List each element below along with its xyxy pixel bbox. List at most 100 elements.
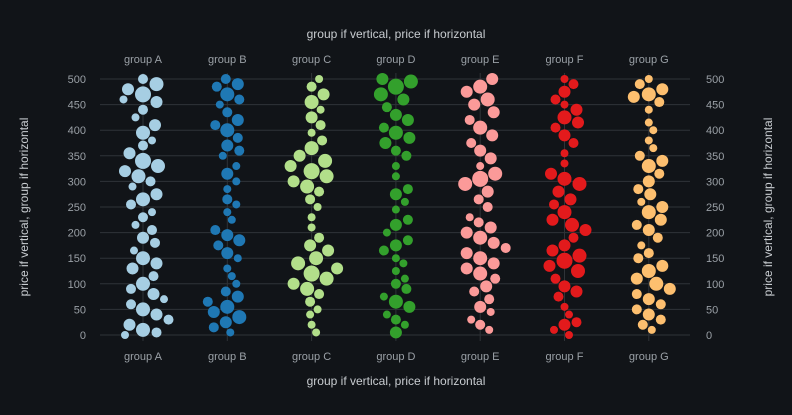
data-point bbox=[315, 120, 326, 131]
data-point bbox=[627, 90, 640, 103]
data-point bbox=[220, 123, 235, 138]
data-point bbox=[630, 272, 643, 285]
data-point bbox=[637, 197, 646, 206]
data-point bbox=[655, 314, 666, 325]
data-point bbox=[649, 276, 664, 291]
data-point bbox=[487, 236, 500, 249]
x-tick-label-top: group C bbox=[292, 54, 331, 66]
x-tick-label-bottom: group G bbox=[629, 351, 669, 363]
data-point bbox=[465, 213, 474, 222]
data-point bbox=[550, 325, 558, 334]
data-point bbox=[136, 322, 150, 337]
data-point bbox=[314, 232, 325, 243]
data-point bbox=[641, 205, 656, 220]
data-point bbox=[663, 282, 676, 295]
data-point bbox=[147, 225, 157, 236]
data-point bbox=[381, 102, 392, 113]
data-point bbox=[391, 172, 400, 181]
data-point bbox=[641, 159, 656, 174]
y-tick-label-left: 200 bbox=[68, 228, 86, 240]
points-layer bbox=[119, 73, 676, 339]
data-point bbox=[484, 152, 497, 165]
data-point bbox=[232, 310, 247, 325]
data-point bbox=[231, 78, 244, 91]
x-tick-label-top: group E bbox=[461, 54, 500, 66]
data-point bbox=[631, 304, 642, 315]
data-point bbox=[401, 283, 412, 294]
data-point bbox=[303, 265, 320, 282]
data-point bbox=[565, 217, 579, 232]
data-point bbox=[466, 138, 477, 148]
x-tick-label-top: group A bbox=[124, 54, 163, 66]
data-point bbox=[649, 126, 658, 135]
data-point bbox=[126, 283, 136, 294]
data-point bbox=[307, 223, 316, 232]
data-point bbox=[313, 203, 322, 211]
y-tick-label-right: 350 bbox=[706, 151, 724, 163]
data-point bbox=[151, 327, 162, 338]
data-point bbox=[305, 296, 316, 307]
data-point bbox=[468, 98, 481, 111]
data-point bbox=[473, 79, 488, 94]
data-point bbox=[570, 103, 583, 116]
data-point bbox=[305, 111, 318, 124]
y-axis-title-right: price if vertical, group if horizontal bbox=[761, 118, 775, 297]
data-point bbox=[460, 226, 473, 239]
data-point bbox=[150, 96, 163, 109]
data-point bbox=[122, 83, 134, 96]
data-point bbox=[306, 310, 315, 319]
data-point bbox=[568, 79, 579, 90]
data-point bbox=[553, 291, 564, 302]
data-point bbox=[233, 234, 246, 247]
data-point bbox=[233, 254, 242, 263]
data-point bbox=[490, 273, 501, 284]
data-point bbox=[556, 252, 573, 269]
data-point bbox=[150, 257, 163, 270]
data-point bbox=[481, 185, 494, 198]
data-point bbox=[138, 104, 148, 115]
data-point bbox=[560, 302, 569, 311]
data-point bbox=[222, 107, 233, 118]
data-point bbox=[307, 213, 316, 222]
data-point bbox=[123, 147, 136, 160]
data-point bbox=[400, 197, 409, 206]
data-point bbox=[314, 186, 325, 197]
data-point bbox=[458, 176, 473, 191]
data-point bbox=[402, 235, 413, 246]
data-point bbox=[223, 185, 232, 194]
data-point bbox=[557, 205, 572, 220]
data-point bbox=[223, 208, 232, 217]
data-point bbox=[473, 217, 484, 228]
data-point bbox=[391, 267, 400, 275]
data-point bbox=[317, 88, 330, 101]
data-point bbox=[287, 277, 300, 290]
y-tick-label-right: 200 bbox=[706, 228, 724, 240]
data-point bbox=[487, 257, 500, 270]
data-point bbox=[403, 300, 416, 313]
data-point bbox=[284, 160, 297, 173]
data-point bbox=[148, 136, 156, 145]
data-point bbox=[304, 141, 319, 156]
data-point bbox=[219, 316, 232, 329]
data-point bbox=[474, 144, 487, 157]
data-point bbox=[464, 114, 475, 125]
data-point bbox=[136, 251, 150, 266]
data-point bbox=[126, 199, 136, 210]
data-point bbox=[642, 175, 655, 188]
data-point bbox=[303, 163, 320, 180]
data-point bbox=[306, 81, 317, 92]
data-point bbox=[564, 193, 577, 206]
data-point bbox=[227, 272, 236, 281]
data-point bbox=[226, 328, 235, 337]
data-point bbox=[126, 262, 139, 275]
y-tick-label-left: 0 bbox=[80, 330, 86, 342]
data-point bbox=[649, 144, 658, 153]
y-tick-label-right: 50 bbox=[706, 304, 718, 316]
data-point bbox=[163, 314, 174, 325]
data-point bbox=[568, 232, 579, 243]
data-point bbox=[128, 182, 137, 191]
data-point bbox=[136, 125, 150, 140]
data-point bbox=[572, 116, 584, 129]
data-point bbox=[220, 286, 231, 297]
